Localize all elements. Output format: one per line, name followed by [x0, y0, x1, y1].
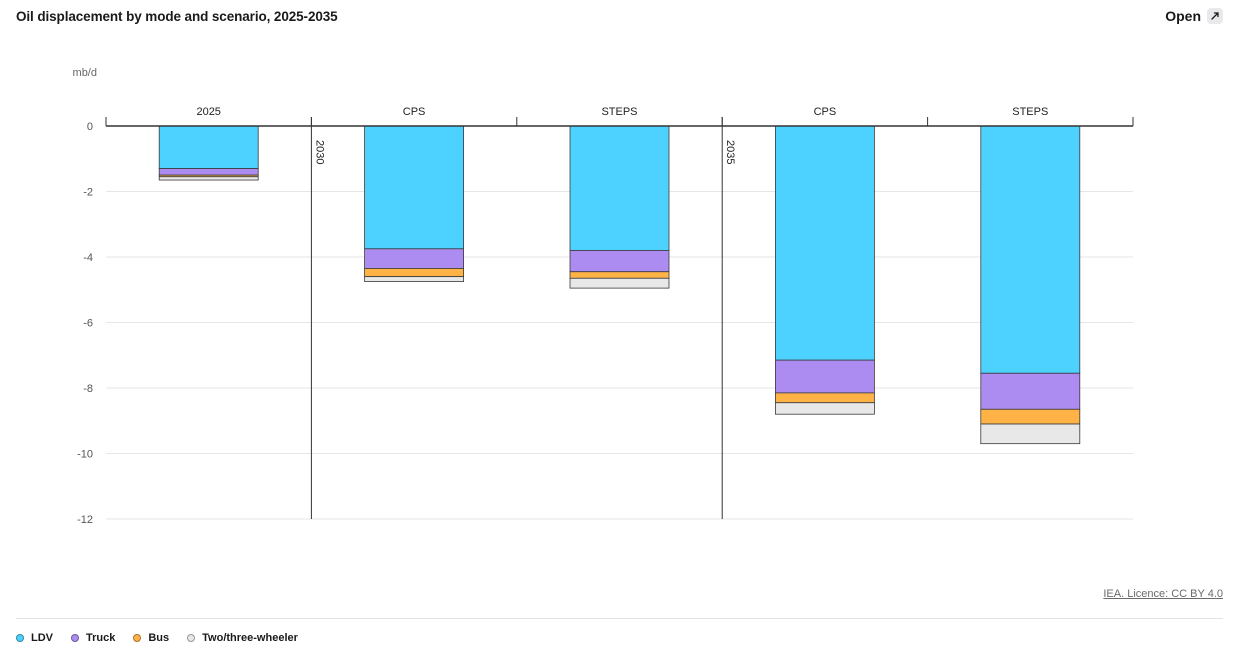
bar-ldv-1: [364, 125, 465, 250]
bar-ldv-0: [158, 125, 259, 169]
group-label: 2030: [313, 140, 325, 164]
legend-item-ldv[interactable]: LDV: [16, 632, 53, 644]
y-tick-label: -8: [83, 383, 93, 395]
legend-swatch: [16, 634, 24, 642]
bar-two-three-wheeler-1: [364, 276, 465, 282]
category-label: STEPS: [1012, 106, 1048, 118]
licence-link[interactable]: IEA. Licence: CC BY 4.0: [1103, 588, 1223, 600]
bar-bus-3: [775, 392, 875, 404]
legend-label: Truck: [86, 632, 116, 644]
category-label: CPS: [403, 106, 426, 118]
category-label: STEPS: [601, 106, 637, 118]
y-tick-label: -4: [83, 252, 93, 264]
bar-bus-4: [980, 408, 1081, 425]
bar-ldv-2: [569, 125, 670, 251]
bar-two-three-wheeler-3: [775, 402, 875, 415]
y-tick-label: 0: [87, 121, 93, 133]
bar-bus-2: [569, 271, 670, 279]
bar-truck-0: [158, 168, 259, 176]
bar-two-three-wheeler-4: [980, 423, 1081, 445]
legend-divider: [16, 618, 1223, 619]
legend-label: LDV: [31, 632, 53, 644]
y-tick-label: -6: [83, 318, 93, 330]
y-axis-unit: mb/d: [73, 67, 97, 79]
category-label: 2025: [196, 106, 220, 118]
open-label: Open: [1165, 8, 1201, 24]
bar-bus-1: [364, 268, 465, 278]
bar-ldv-4: [980, 125, 1081, 374]
chart-legend: LDV Truck Bus Two/three-wheeler: [16, 632, 298, 644]
legend-item-bus[interactable]: Bus: [133, 632, 169, 644]
chart-title: Oil displacement by mode and scenario, 2…: [16, 9, 338, 24]
legend-item-two-three-wheeler[interactable]: Two/three-wheeler: [187, 632, 298, 644]
bar-truck-1: [364, 248, 465, 269]
open-button[interactable]: Open: [1165, 8, 1223, 24]
expand-icon: [1207, 8, 1223, 24]
legend-swatch: [71, 634, 79, 642]
legend-label: Bus: [148, 632, 170, 644]
bar-two-three-wheeler-0: [158, 176, 259, 181]
legend-item-truck[interactable]: Truck: [71, 632, 115, 644]
stacked-bar-chart: mb/d 0 -2 -4 -6 -8 -10 -12 2025 CPS STEPS CPS STEPS 2…: [73, 67, 1134, 526]
bar-truck-2: [569, 250, 670, 273]
bar-truck-4: [980, 372, 1081, 410]
y-tick-label: -12: [77, 514, 93, 526]
bar-ldv-3: [775, 125, 875, 361]
y-tick-label: -10: [77, 449, 93, 461]
legend-swatch: [133, 634, 142, 642]
y-tick-label: -2: [83, 187, 93, 199]
category-label: CPS: [814, 106, 837, 118]
legend-label: Two/three-wheeler: [202, 632, 298, 644]
group-label: 2035: [724, 140, 736, 164]
bar-two-three-wheeler-2: [569, 277, 670, 289]
legend-swatch: [187, 634, 196, 642]
bar-truck-3: [775, 359, 875, 394]
